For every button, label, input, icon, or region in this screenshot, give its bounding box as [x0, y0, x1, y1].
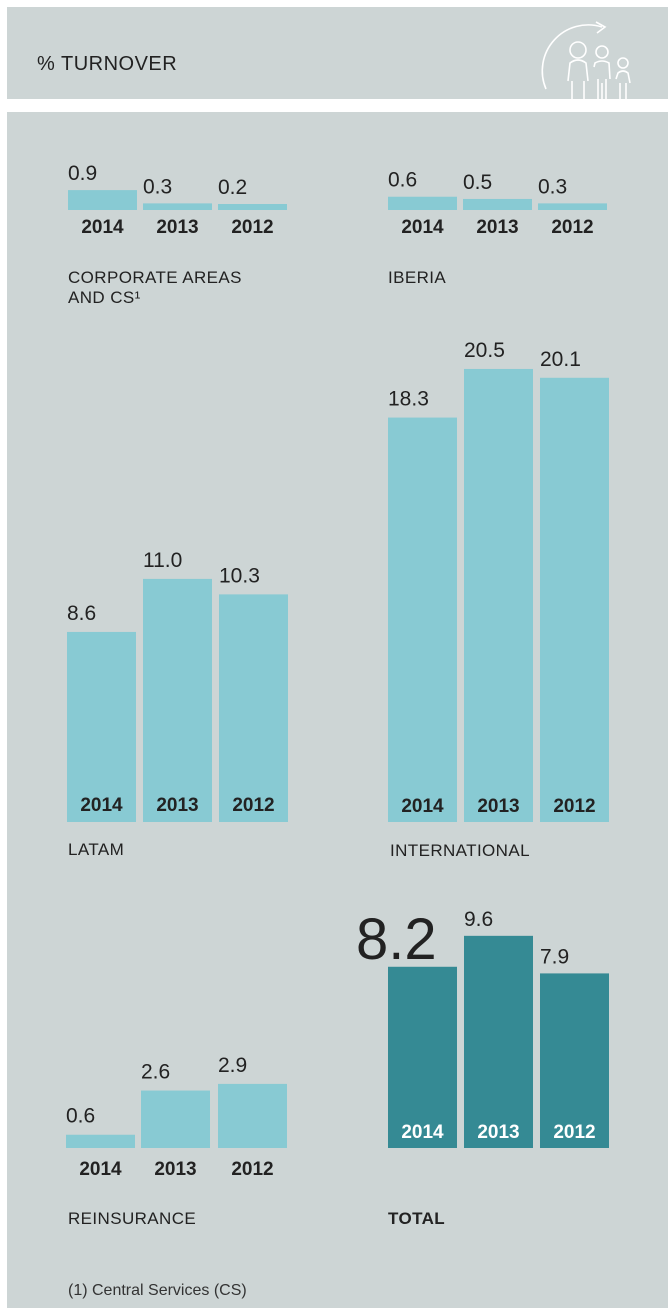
value-label: 0.3 [143, 175, 172, 198]
bar [388, 417, 457, 822]
value-label: 9.6 [464, 908, 493, 931]
year-label: 2012 [231, 217, 273, 238]
chart-label: AND CS¹ [68, 288, 141, 307]
year-label: 2013 [476, 217, 518, 238]
value-label: 7.9 [540, 945, 569, 968]
value-label: 2.9 [218, 1054, 247, 1077]
value-label: 2.6 [141, 1061, 170, 1084]
bar [143, 203, 212, 210]
bar [463, 198, 532, 210]
value-label: 20.5 [464, 339, 505, 362]
value-label: 8.2 [356, 907, 437, 972]
chart-label: TOTAL [388, 1209, 445, 1228]
value-label: 0.5 [463, 171, 492, 194]
year-label: 2014 [401, 796, 444, 817]
year-label: 2014 [401, 217, 444, 238]
year-label: 2013 [156, 217, 198, 238]
bar [464, 935, 533, 1148]
year-label: 2013 [477, 1122, 519, 1143]
bar [540, 973, 609, 1148]
chart-label: CORPORATE AREAS [68, 268, 242, 287]
value-label: 0.9 [68, 162, 97, 185]
bar [68, 190, 137, 210]
year-label: 2012 [553, 796, 595, 817]
bar [143, 578, 212, 822]
year-label: 2012 [232, 795, 274, 816]
year-label: 2014 [401, 1122, 444, 1143]
header-bar: % TURNOVER [7, 7, 668, 99]
year-label: 2013 [154, 1159, 196, 1180]
bar [218, 1083, 287, 1148]
value-label: 11.0 [143, 549, 182, 572]
chart-label: LATAM [68, 840, 124, 859]
value-label: 20.1 [540, 348, 581, 371]
value-label: 0.6 [388, 169, 417, 192]
footnote: (1) Central Services (CS) [68, 1282, 247, 1299]
year-label: 2012 [231, 1159, 273, 1180]
chart-label: IBERIA [388, 268, 446, 287]
value-label: 0.3 [538, 175, 567, 198]
family-people-icon [541, 21, 631, 99]
year-label: 2013 [477, 796, 519, 817]
year-label: 2012 [551, 217, 593, 238]
bar [538, 203, 607, 210]
chart-label: REINSURANCE [68, 1209, 196, 1228]
bar [218, 204, 287, 210]
value-label: 0.6 [66, 1105, 95, 1128]
value-label: 10.3 [219, 564, 260, 587]
year-label: 2012 [553, 1122, 595, 1143]
year-label: 2013 [156, 795, 198, 816]
bar [388, 966, 457, 1148]
bar [540, 377, 609, 822]
bar [388, 196, 457, 210]
year-label: 2014 [81, 217, 124, 238]
year-label: 2014 [80, 795, 123, 816]
value-label: 18.3 [388, 388, 429, 411]
bar [141, 1090, 210, 1148]
bar [219, 594, 288, 822]
chart-label: INTERNATIONAL [390, 841, 530, 860]
bar [66, 1134, 135, 1148]
bar [464, 368, 533, 822]
bar [67, 631, 136, 822]
value-label: 8.6 [67, 602, 96, 625]
page-title: % TURNOVER [37, 53, 178, 75]
year-label: 2014 [79, 1159, 122, 1180]
value-label: 0.2 [218, 176, 247, 199]
